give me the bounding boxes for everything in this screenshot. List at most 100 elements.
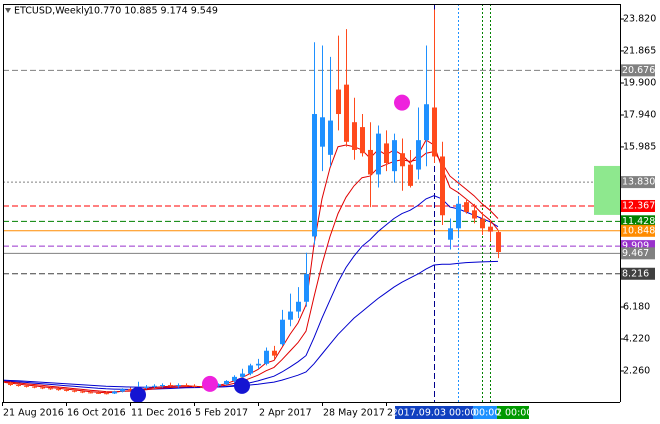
candle-body (496, 232, 501, 252)
candle-body (336, 89, 341, 115)
candle-body (216, 384, 221, 386)
candle-body (16, 385, 21, 387)
level-label: 9.909 (622, 241, 649, 252)
level-label: 11.428 (622, 216, 655, 227)
candle-body (488, 226, 493, 232)
candle-body (168, 385, 173, 387)
candle-body (352, 122, 357, 150)
zone (594, 165, 620, 215)
level-label-bg (621, 247, 655, 260)
signal-marker (394, 94, 410, 111)
candle-body (144, 386, 149, 388)
candle-body (128, 389, 133, 391)
candle-body (440, 156, 445, 216)
candle-body (312, 114, 317, 237)
candle-body (8, 382, 13, 386)
candle-body (368, 149, 373, 175)
level-label-bg (621, 215, 655, 228)
level-label-bg (621, 224, 655, 237)
candle-body (296, 301, 301, 312)
candle-body (264, 350, 269, 364)
candle-body (400, 153, 405, 167)
candle-body (328, 120, 333, 155)
candle-body (24, 385, 29, 387)
signal-marker (234, 377, 250, 394)
moving-average (3, 195, 499, 390)
level-label: 12.367 (622, 200, 655, 211)
candle-body (472, 210, 477, 219)
candle-body (392, 140, 397, 172)
time-label-bg (395, 406, 473, 419)
level-label: 9.467 (622, 248, 649, 259)
y-tick-label: 15.985 (623, 141, 656, 152)
candle-body (248, 365, 253, 374)
candle-body (408, 164, 413, 186)
candle-body (456, 203, 461, 229)
time-label: 2017.09.03 00:00 (392, 408, 477, 419)
candle-body (200, 386, 205, 388)
x-tick-label: 2 Apr 2017 (259, 408, 312, 419)
level-label: 20.676 (622, 65, 655, 76)
level-label-bg (621, 267, 655, 280)
level-label-bg (621, 199, 655, 212)
candle-body (48, 388, 53, 390)
candle-body (416, 140, 421, 170)
x-tick-label: 5 Feb 2017 (195, 408, 248, 419)
chart-title: ETCUSD,Weekly (14, 6, 90, 17)
y-tick-label: 21.865 (623, 45, 656, 56)
candle-body (480, 218, 485, 229)
y-tick-label: 17.940 (623, 110, 656, 121)
candle-body (280, 319, 285, 345)
candle-body (272, 350, 277, 356)
level-label: 13.830 (622, 177, 655, 188)
plot-area (3, 4, 620, 402)
candle-body (32, 386, 37, 388)
y-tick-label: 4.220 (623, 333, 650, 344)
moving-average (3, 260, 499, 388)
candle-body (432, 107, 437, 157)
level-label-bg (621, 176, 655, 189)
candle-body (360, 127, 365, 154)
signal-marker (202, 375, 218, 392)
candle-body (464, 202, 469, 212)
candle-body (120, 389, 125, 392)
candle-body (40, 387, 45, 389)
x-tick-label: 16 Oct 2016 (67, 408, 126, 419)
candle-body (56, 389, 61, 391)
candle-body (112, 391, 117, 394)
symbol-icon (5, 8, 11, 13)
candle-body (448, 228, 453, 240)
signal-marker (130, 386, 146, 402)
candle-body (288, 311, 293, 320)
y-tick-label: 19.900 (623, 78, 656, 89)
candle-body (152, 385, 157, 387)
level-label-bg (621, 64, 655, 77)
candle-body (184, 385, 189, 387)
candle-body (256, 363, 261, 366)
x-tick-label: 11 Dec 2016 (131, 408, 192, 419)
candle-body (240, 373, 245, 377)
candle-body (96, 392, 101, 394)
ohlc-header: 10.770 10.885 9.174 9.549 (88, 6, 218, 17)
candle-body (64, 389, 69, 391)
level-label: 8.216 (622, 268, 649, 279)
x-tick-label: 21 Aug 2016 (3, 408, 64, 419)
candle-body (80, 391, 85, 393)
y-tick-label: 2.260 (623, 365, 650, 376)
y-tick-label: 6.180 (623, 301, 650, 312)
candle-body (104, 393, 109, 395)
candle-body (424, 104, 429, 141)
candle-body (384, 143, 389, 164)
x-tick-label: 28 May 2017 (323, 408, 385, 419)
candle-body (192, 385, 197, 387)
candle-body (232, 376, 237, 381)
y-tick-label: 23.820 (623, 14, 656, 25)
candle-body (344, 84, 349, 142)
candle-body (224, 380, 229, 385)
candle-body (304, 274, 309, 302)
candle-body (176, 385, 181, 387)
candle-body (72, 390, 77, 392)
level-label: 10.848 (622, 225, 655, 236)
